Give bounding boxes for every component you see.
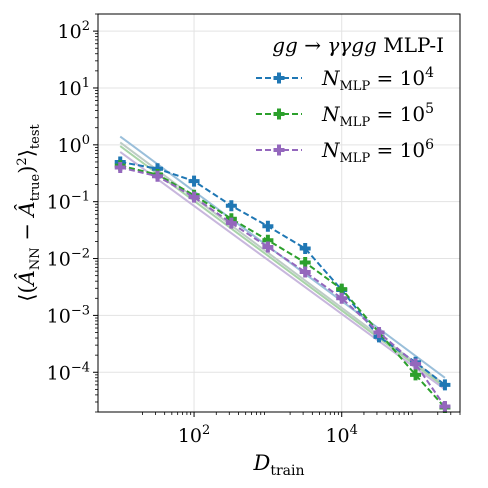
data-point	[299, 257, 311, 269]
series-2	[114, 160, 451, 413]
y-tick-label: 100	[58, 133, 90, 157]
series-1	[114, 156, 451, 391]
data-point	[336, 283, 348, 295]
fit-line	[119, 151, 446, 391]
data-point	[439, 379, 451, 391]
y-tick-label: 10−1	[47, 190, 90, 214]
data-series	[114, 156, 451, 413]
data-point	[410, 358, 422, 370]
legend-label: NMLP = 105	[321, 101, 434, 130]
legend-marker	[273, 144, 285, 156]
series-line	[119, 164, 446, 409]
legend-label: NMLP = 104	[321, 65, 434, 94]
data-point	[262, 220, 274, 232]
legend-marker	[273, 72, 285, 84]
axis-ticks: 102 104 102 101 100 10−1 10−2 10−3 10−4	[47, 13, 461, 447]
legend: gg → γγgg MLP-I NMLP = 104 NMLP = 105 NMLP…	[256, 33, 444, 166]
x-tick-label: 104	[325, 423, 357, 447]
data-point	[225, 200, 237, 212]
data-point	[262, 241, 274, 253]
data-point	[225, 217, 237, 229]
legend-entry-2: NMLP = 105	[256, 101, 434, 130]
series-3	[114, 161, 451, 412]
data-point	[299, 243, 311, 255]
data-point	[373, 327, 385, 339]
y-axis-label: ⟨(ÂNN − Âtrue)2⟩test	[15, 124, 43, 302]
data-point	[299, 266, 311, 278]
y-tick-label: 101	[58, 76, 90, 100]
data-point	[188, 175, 200, 187]
legend-label: NMLP = 106	[321, 137, 434, 166]
legend-title: gg → γγgg MLP-I	[272, 33, 444, 57]
y-tick-label: 102	[58, 19, 90, 43]
legend-entry-3: NMLP = 106	[256, 137, 434, 166]
plot-frame	[97, 13, 461, 413]
data-point	[152, 170, 164, 182]
series-line	[119, 166, 446, 408]
legend-marker	[273, 108, 285, 120]
fit-line	[119, 135, 446, 379]
x-tick-label: 102	[178, 423, 210, 447]
y-tick-label: 10−2	[47, 247, 90, 271]
y-tick-label: 10−3	[47, 303, 90, 327]
data-point	[188, 191, 200, 203]
data-point	[439, 400, 451, 412]
data-point	[410, 369, 422, 381]
fit-line	[119, 145, 446, 388]
data-point	[336, 292, 348, 304]
y-tick-label: 10−4	[47, 360, 90, 384]
x-axis-label: Dtrain	[252, 451, 304, 479]
data-point	[114, 161, 126, 173]
legend-entry-1: NMLP = 104	[256, 65, 434, 94]
